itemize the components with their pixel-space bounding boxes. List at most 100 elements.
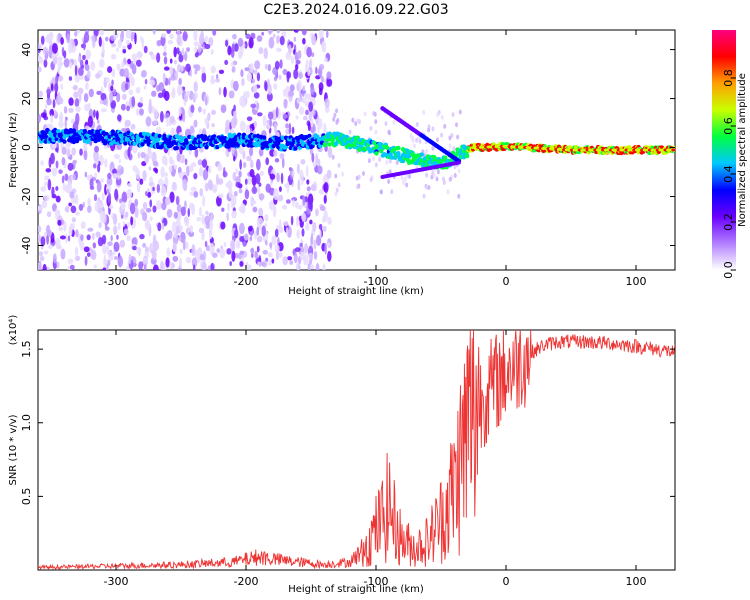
spectrogram-noise-blob — [241, 78, 245, 86]
spectrogram-noise-blob — [80, 221, 86, 229]
spectrogram-noise-blob — [307, 68, 311, 77]
spectrogram-noise-blob — [85, 49, 92, 60]
colorbar-tick-label: 0.2 — [722, 213, 735, 231]
spectrogram-noise-blob — [45, 168, 52, 173]
spectrogram-noise-blob — [83, 149, 88, 161]
spectrogram-noise-blob — [427, 127, 431, 133]
spectrogram-noise-blob — [96, 90, 102, 96]
spectrogram-noise-blob — [161, 32, 167, 38]
spectrogram-noise-blob — [67, 235, 71, 242]
spectrogram-noise-blob — [167, 39, 174, 45]
spectrogram-noise-blob — [207, 165, 212, 174]
spectrogram-noise-blob — [79, 240, 85, 251]
spectrogram-noise-blob — [233, 190, 238, 197]
spectrogram-noise-blob — [215, 73, 219, 80]
spectrogram-noise-blob — [199, 188, 204, 197]
spectrogram-noise-blob — [143, 85, 147, 90]
spectrogram-noise-blob — [298, 204, 303, 210]
spectrogram-noise-blob — [253, 120, 257, 128]
spectrogram-noise-blob — [100, 93, 107, 101]
spectrogram-noise-blob — [443, 123, 447, 129]
snr-xtick-label: 0 — [503, 575, 510, 588]
spectrogram-noise-blob — [286, 71, 290, 83]
spectrogram-noise-blob — [337, 162, 341, 168]
spectrogram-noise-blob — [51, 167, 58, 177]
spectrogram-noise-blob — [163, 90, 170, 102]
spectrogram-noise-blob — [51, 186, 55, 197]
spectrogram-noise-blob — [176, 84, 183, 96]
spectrogram-noise-blob — [57, 75, 64, 82]
spectrogram-noise-blob — [95, 73, 101, 79]
spectrogram-noise-blob — [210, 262, 214, 270]
spectrogram-noise-blob — [111, 68, 116, 78]
spectrogram-noise-blob — [179, 225, 184, 232]
spectrogram-noise-blob — [92, 109, 96, 118]
snr-ytick-label: 0.5 — [20, 488, 33, 506]
spectrogram-noise-blob — [256, 158, 261, 171]
spectrogram-noise-blob — [44, 181, 47, 187]
spectrogram-noise-blob — [440, 132, 444, 138]
spectrogram-noise-blob — [41, 200, 48, 209]
spectrogram-noise-blob — [38, 66, 42, 73]
spectrogram-noise-blob — [326, 169, 332, 179]
spectrogram-noise-blob — [250, 159, 254, 168]
spectrogram-noise-blob — [65, 142, 72, 148]
spectrogram-noise-blob — [220, 221, 226, 230]
spectrogram-noise-blob — [116, 234, 119, 240]
spectrogram-noise-blob — [262, 249, 268, 255]
spectrogram-noise-blob — [136, 246, 142, 255]
spectrogram-noise-blob — [279, 153, 285, 158]
spectrogram-noise-blob — [311, 52, 315, 57]
spectrogram-noise-blob — [298, 106, 305, 115]
spectrogram-noise-blob — [169, 191, 175, 203]
spectrogram-noise-blob — [432, 172, 436, 178]
spectrogram-noise-blob — [93, 194, 98, 202]
spectrogram-noise-blob — [98, 202, 104, 209]
spectrogram-noise-blob — [171, 182, 178, 192]
spectrogram-noise-blob — [273, 83, 278, 90]
spectrogram-noise-blob — [57, 219, 62, 226]
spectrogram-ridge-point — [388, 152, 393, 157]
spectrogram-noise-blob — [153, 120, 159, 125]
spectrogram-noise-blob — [38, 114, 42, 123]
spectrogram-noise-blob — [125, 211, 129, 218]
spectrogram-ridge-point — [389, 155, 395, 160]
spectrogram-noise-blob — [250, 247, 255, 254]
spectrogram-noise-blob — [86, 174, 92, 181]
spectrogram-noise-blob — [319, 230, 322, 238]
spectrogram-noise-blob — [209, 212, 214, 221]
spectrogram-noise-blob — [74, 246, 79, 257]
spectrogram-noise-blob — [59, 111, 63, 120]
spectrogram-noise-blob — [312, 221, 317, 232]
spectrogram-noise-blob — [38, 43, 43, 50]
spectrogram-noise-blob — [291, 126, 295, 135]
spectrogram-noise-blob — [311, 152, 315, 163]
spectrogram-noise-blob — [296, 229, 301, 239]
spectrogram-noise-blob — [171, 89, 176, 99]
spectrogram-noise-blob — [302, 84, 306, 92]
spectrogram-noise-blob — [89, 178, 94, 189]
spectrogram-noise-blob — [226, 212, 230, 222]
spectrogram-noise-blob — [178, 236, 182, 242]
spectrogram-noise-blob — [67, 162, 74, 171]
spectrogram-noise-blob — [256, 235, 263, 243]
spectrogram-noise-blob — [233, 80, 239, 92]
spectrogram-noise-blob — [326, 242, 331, 247]
spectrogram-noise-blob — [309, 264, 315, 270]
colorbar-label: Normalized spectral amplitude — [737, 73, 748, 227]
spectrogram-noise-blob — [246, 116, 253, 122]
spectrogram-noise-blob — [415, 137, 419, 143]
spectrogram-noise-blob — [165, 257, 170, 268]
spectrogram-noise-blob — [448, 143, 452, 149]
spectrogram-noise-blob — [260, 262, 267, 267]
spectrogram-ridge-point — [56, 128, 61, 134]
spectrogram-noise-blob — [38, 205, 43, 211]
spectrogram-noise-blob — [267, 63, 272, 72]
spectrogram-ytick-label: -40 — [20, 237, 33, 255]
spectrogram-noise-blob — [390, 189, 394, 195]
spectrogram-noise-blob — [316, 234, 322, 246]
spectrogram-noise-blob — [357, 174, 361, 180]
spectrogram-noise-blob — [354, 121, 358, 127]
spectrogram-noise-blob — [157, 178, 164, 186]
spectrogram-noise-blob — [38, 225, 42, 233]
